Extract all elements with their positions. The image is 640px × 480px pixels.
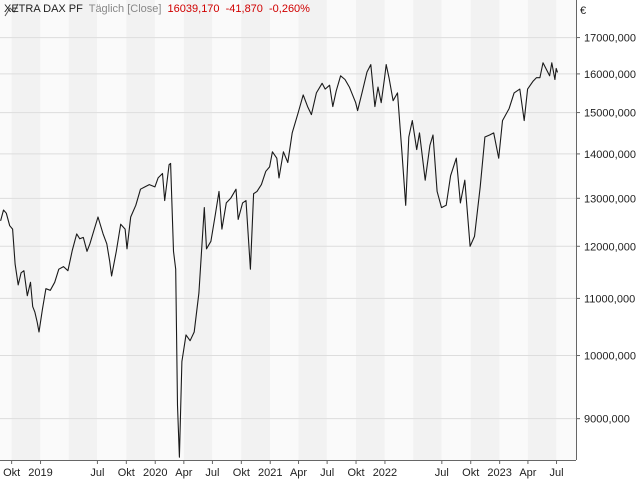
- x-tick-label: Jul: [205, 467, 219, 479]
- y-tick-label: 15000,000: [584, 108, 636, 120]
- x-tick-label: Jul: [435, 467, 449, 479]
- y-tick-label: 9000,000: [584, 414, 630, 426]
- period-band: [413, 0, 442, 460]
- x-tick-label: Jul: [90, 467, 104, 479]
- x-tick-label: 2022: [373, 467, 397, 479]
- x-tick-label: Apr: [290, 467, 307, 479]
- x-tick-label: Okt: [233, 467, 250, 479]
- x-tick-label: Okt: [3, 467, 20, 479]
- frequency-label: Täglich [Close]: [88, 3, 162, 15]
- y-tick-label: 13000,000: [584, 193, 636, 205]
- chart-header: XETRA DAX PF Täglich [Close] 16039,170 -…: [4, 3, 313, 15]
- y-tick-label: 11000,000: [584, 293, 635, 305]
- currency-label: €: [580, 5, 586, 17]
- instrument-name: XETRA DAX PF: [4, 3, 83, 15]
- x-tick-label: Okt: [347, 467, 364, 479]
- period-band: [68, 0, 98, 460]
- x-tick-label: Jul: [320, 467, 334, 479]
- period-band: [241, 0, 270, 460]
- x-tick-label: Apr: [519, 467, 536, 479]
- y-tick-label: 17000,000: [584, 33, 636, 45]
- y-tick-label: 10000,000: [584, 351, 636, 363]
- price-change: -41,870: [225, 3, 263, 15]
- x-tick-label: Apr: [175, 467, 192, 479]
- y-tick-label: 16000,000: [584, 69, 636, 81]
- x-tick-label: Okt: [118, 467, 135, 479]
- price-change-percent: -0,260%: [268, 3, 310, 15]
- period-band: [356, 0, 385, 460]
- x-tick-label: 2023: [487, 467, 511, 479]
- x-tick-label: 2021: [258, 467, 282, 479]
- last-price: 16039,170: [167, 3, 220, 15]
- period-band: [298, 0, 327, 460]
- period-band: [126, 0, 155, 460]
- y-tick-label: 14000,000: [584, 149, 636, 161]
- price-series-line: [0, 62, 559, 458]
- x-tick-label: 2020: [143, 467, 167, 479]
- period-band: [527, 0, 557, 460]
- x-tick-label: 2019: [28, 467, 52, 479]
- x-tick-label: Okt: [462, 467, 479, 479]
- x-tick-label: Jul: [549, 467, 563, 479]
- period-band: [183, 0, 213, 460]
- y-tick-label: 12000,000: [584, 241, 636, 253]
- chart-type-icon: [4, 3, 19, 17]
- period-band: [11, 0, 41, 460]
